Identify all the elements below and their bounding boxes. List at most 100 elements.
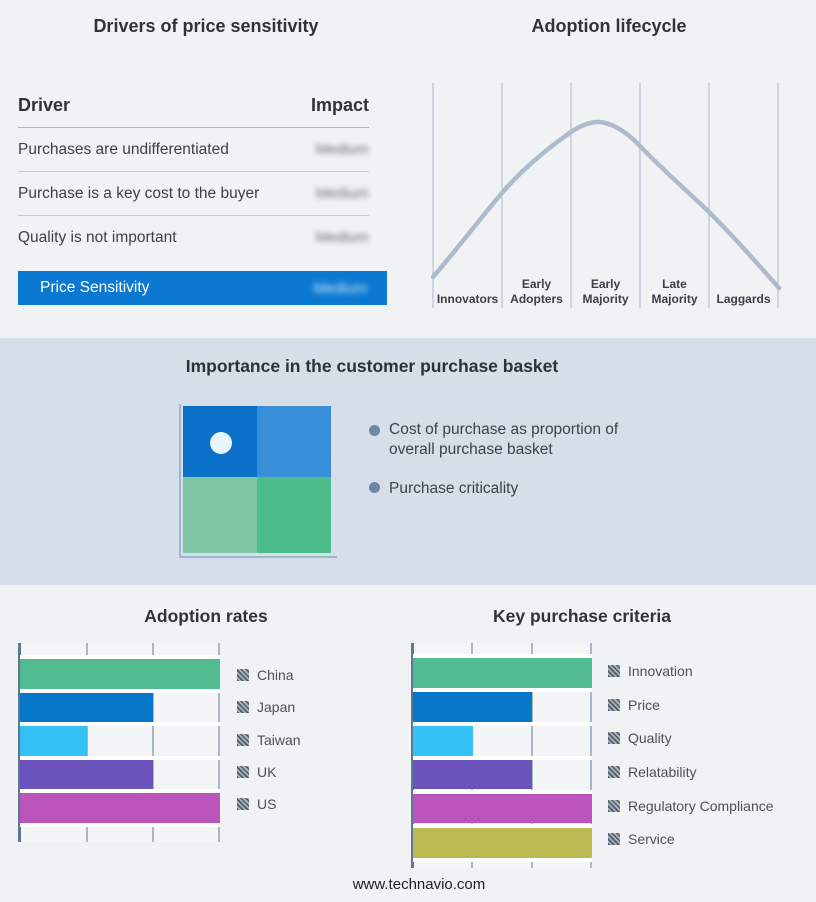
bar-china xyxy=(20,659,220,689)
bar-gap xyxy=(413,688,592,692)
legend-item: Regulatory Compliance xyxy=(608,789,774,823)
bullet-text: Purchase criticality xyxy=(389,480,519,497)
basket-band: Importance in the customer purchase bask… xyxy=(0,338,816,585)
legend-label: Price xyxy=(628,696,660,713)
lifecycle-chart xyxy=(430,83,782,308)
legend-swatch-hatched xyxy=(608,698,620,711)
adoption-rates-panel: Adoption rates xyxy=(0,585,408,875)
drivers-table-header: Driver Impact xyxy=(18,95,369,128)
bars-layer xyxy=(20,643,220,842)
bar-gap xyxy=(20,655,220,659)
stage-label-late-majority: Late Majority xyxy=(651,277,698,306)
gridline xyxy=(86,643,88,842)
drivers-panel: Drivers of price sensitivity Driver Impa… xyxy=(0,0,408,338)
legend-item: Service xyxy=(608,822,774,856)
bar-gap xyxy=(413,755,592,760)
legend-label: China xyxy=(257,667,294,684)
driver-label: Quality is not important xyxy=(18,228,177,246)
lifecycle-panel: Adoption lifecycle Innovators Early Adop… xyxy=(408,0,816,338)
impact-value-blurred: Medium xyxy=(315,229,369,246)
legend-swatch-hatched xyxy=(608,765,620,778)
legend-item: US xyxy=(237,788,301,820)
legend-item: Price xyxy=(608,688,774,722)
quadrant-y-axis xyxy=(179,404,181,557)
basket-title: Importance in the customer purchase bask… xyxy=(185,356,559,376)
column-header-impact: Impact xyxy=(310,95,369,115)
legend-swatch-hatched xyxy=(237,798,249,811)
impact-value-blurred: Medium xyxy=(315,141,369,158)
bar-gap xyxy=(20,722,220,726)
key-criteria-legend: Innovation Price Quality Relatability Re… xyxy=(608,654,774,856)
quadrant-chart xyxy=(183,406,331,553)
driver-label: Purchase is a key cost to the buyer xyxy=(18,184,260,202)
bar-japan xyxy=(20,692,154,722)
bar-taiwan xyxy=(20,726,87,756)
bullet-dot xyxy=(369,425,380,436)
stage-label-innovators: Innovators xyxy=(436,291,499,306)
price-sensitivity-bar: Price Sensitivity Medium xyxy=(18,271,387,305)
bar-regulatory-compliance xyxy=(413,793,592,823)
bar-gap xyxy=(413,722,592,726)
y-axis xyxy=(411,643,414,868)
legend-item: Relatability xyxy=(608,755,774,789)
legend-item: China xyxy=(237,659,301,691)
bar-gap xyxy=(413,858,592,862)
stage-label-laggards: Laggards xyxy=(716,291,771,306)
stage-label-early-majority: Early Majority xyxy=(582,277,629,306)
column-header-driver: Driver xyxy=(18,95,71,115)
y-axis xyxy=(18,643,21,842)
legend-label: Service xyxy=(628,831,675,848)
legend-swatch-hatched xyxy=(237,669,249,682)
legend-label: Regulatory Compliance xyxy=(628,797,774,814)
price-sensitivity-value-blurred: Medium xyxy=(313,279,367,297)
legend-item: Quality xyxy=(608,721,774,755)
legend-label: Quality xyxy=(628,730,672,747)
legend-swatch-hatched xyxy=(237,766,249,779)
adoption-rates-plot xyxy=(18,643,220,842)
bullet-dot xyxy=(369,482,380,493)
bar-us xyxy=(20,793,220,823)
legend-swatch-hatched xyxy=(608,732,620,745)
legend-swatch-hatched xyxy=(237,733,249,746)
legend-label: Relatability xyxy=(628,763,697,780)
legend-item: Japan xyxy=(237,691,301,723)
bar-gap xyxy=(20,755,220,760)
driver-row: Purchases are undifferentiated Medium xyxy=(18,128,369,172)
quadrant-cell-bottom-right xyxy=(257,477,331,553)
key-criteria-panel: Key purchase criteria xyxy=(408,585,816,875)
quadrant-marker-dot xyxy=(210,432,232,454)
stage-label-early-adopters: Early Adopters xyxy=(510,277,563,306)
driver-row: Quality is not important Medium xyxy=(18,216,369,259)
drivers-table: Driver Impact Purchases are undifferenti… xyxy=(18,95,369,259)
impact-value-blurred: Medium xyxy=(315,185,369,202)
legend-label: Taiwan xyxy=(257,731,301,748)
legend-label: Innovation xyxy=(628,662,693,679)
lifecycle-stage-labels: Innovators Early Adopters Early Majority… xyxy=(433,268,778,306)
bar-innovation xyxy=(413,658,592,688)
quadrant-cell-top-right xyxy=(257,406,331,477)
key-criteria-title: Key purchase criteria xyxy=(492,606,671,626)
legend-swatch-hatched xyxy=(608,833,620,846)
bars-layer xyxy=(413,643,592,868)
bullet-text: Cost of purchase as proportion of overal… xyxy=(389,421,619,458)
lifecycle-curve xyxy=(430,119,782,291)
legend-label: UK xyxy=(257,764,277,781)
legend-label: US xyxy=(257,796,277,813)
bar-gap xyxy=(20,688,220,693)
bar-quality xyxy=(413,726,473,756)
bar-service xyxy=(413,828,592,858)
gridline xyxy=(218,643,220,842)
bar-gap xyxy=(413,789,592,794)
price-sensitivity-label: Price Sensitivity xyxy=(40,279,150,296)
lifecycle-title: Adoption lifecycle xyxy=(531,16,687,36)
key-criteria-plot xyxy=(411,643,592,868)
driver-label: Purchases are undifferentiated xyxy=(18,140,229,158)
legend-item: Innovation xyxy=(608,654,774,688)
bar-gap xyxy=(413,824,592,828)
footer-url: www.technavio.com xyxy=(352,876,486,893)
legend-swatch-hatched xyxy=(608,664,620,677)
adoption-rates-legend: China Japan Taiwan UK US xyxy=(237,659,301,820)
quadrant-cell-bottom-left xyxy=(183,477,257,553)
bar-price xyxy=(413,692,533,722)
